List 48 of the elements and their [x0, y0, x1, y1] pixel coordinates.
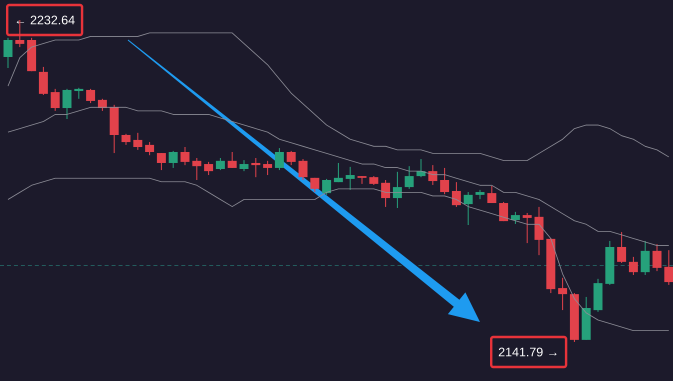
candlestick	[322, 178, 332, 196]
candlestick	[464, 192, 473, 226]
candlestick	[62, 88, 72, 120]
candlestick	[499, 201, 508, 222]
candlestick	[346, 166, 355, 190]
candlestick	[133, 132, 142, 150]
candlestick	[122, 133, 130, 146]
text: 2141.79 →	[498, 348, 557, 356]
candlestick	[156, 152, 166, 171]
candlestick	[487, 186, 496, 204]
candlestick	[274, 148, 284, 171]
candlestick	[628, 256, 638, 276]
candlestick	[510, 211, 520, 224]
candlestick	[38, 66, 48, 96]
candlestick	[617, 232, 626, 264]
candlestick	[74, 87, 84, 100]
candlestick	[476, 189, 484, 200]
candlestick	[558, 277, 568, 311]
candlestick	[204, 161, 214, 176]
candlestick	[86, 88, 96, 104]
candlestick	[145, 142, 154, 156]
candlestick	[664, 250, 673, 286]
candlestick	[440, 167, 450, 195]
candlestick	[522, 212, 532, 244]
candlestick	[404, 166, 414, 190]
candlestick	[286, 150, 296, 166]
candlestick	[216, 158, 225, 171]
candlestick	[428, 164, 438, 186]
candlestick	[180, 146, 190, 166]
candlestick	[652, 244, 662, 272]
candlestick	[263, 160, 272, 176]
candlestick	[228, 151, 237, 168]
candlestick	[168, 150, 178, 168]
candlestick	[298, 158, 308, 180]
candlestick	[251, 158, 260, 178]
candlestick	[640, 240, 650, 276]
candlestick	[50, 88, 60, 112]
candlestick	[240, 160, 248, 172]
candlestick	[392, 171, 402, 208]
candlestick	[192, 158, 202, 180]
candlestick	[15, 19, 24, 48]
candlestick	[334, 162, 343, 183]
candlestick	[310, 177, 320, 193]
candlestick	[381, 179, 390, 208]
candlestick	[4, 37, 12, 68]
candlestick	[98, 98, 107, 112]
candlestick	[534, 206, 544, 256]
candlestick	[452, 182, 461, 208]
